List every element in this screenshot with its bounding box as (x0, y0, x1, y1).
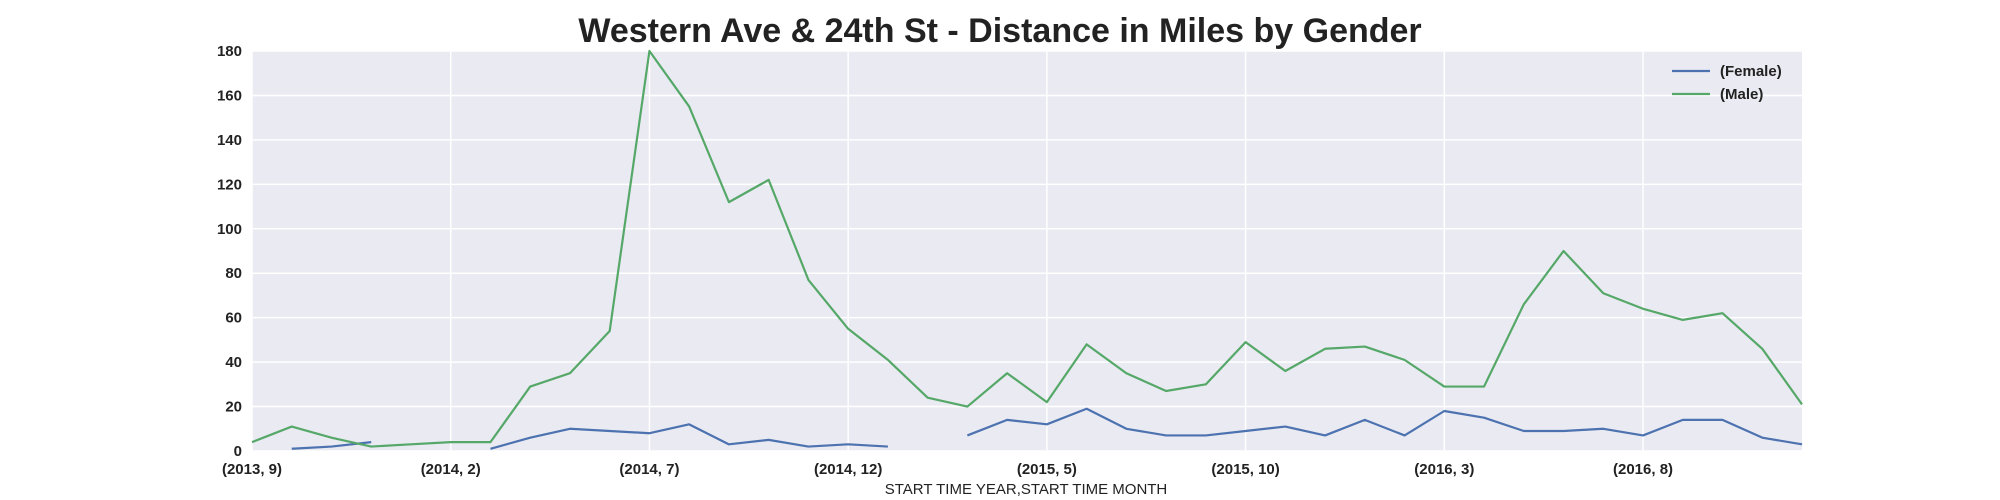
x-tick-label: (2016, 8) (1613, 461, 1673, 478)
x-tick-label: (2014, 7) (619, 461, 679, 478)
legend-label-male: (Male) (1720, 86, 1763, 103)
y-tick-label: 140 (217, 132, 242, 149)
x-tick-label: (2013, 9) (222, 461, 282, 478)
y-tick-label: 40 (225, 354, 242, 371)
x-tick-label: (2015, 5) (1017, 461, 1077, 478)
x-tick-label: (2016, 3) (1414, 461, 1474, 478)
grid (251, 50, 1802, 452)
x-axis-label: START TIME YEAR,START TIME MONTH (885, 481, 1168, 498)
series-lines (251, 49, 1803, 450)
x-axis-ticks: (2013, 9) (2014, 2) (2014, 7) (2014, 12) (20… (222, 461, 1673, 478)
chart-title: Western Ave & 24th St - Distance in Mile… (578, 12, 1421, 50)
y-tick-label: 120 (217, 176, 242, 193)
x-tick-label: (2015, 10) (1211, 461, 1279, 478)
y-tick-label: 20 (225, 399, 242, 416)
y-tick-label: 0 (234, 443, 242, 460)
series-line-1 (251, 49, 1803, 448)
legend: (Female) (Male) (1672, 63, 1782, 103)
x-tick-label: (2014, 12) (814, 461, 882, 478)
legend-label-female: (Female) (1720, 63, 1782, 80)
y-tick-label: 180 (217, 43, 242, 60)
y-tick-label: 160 (217, 87, 242, 104)
y-axis-ticks: 0 20 40 60 80 100 120 140 160 180 (217, 43, 242, 460)
x-tick-label: (2014, 2) (421, 461, 481, 478)
y-tick-label: 100 (217, 221, 242, 238)
y-tick-label: 60 (225, 310, 242, 327)
plot-area (252, 51, 1802, 451)
y-tick-label: 80 (225, 265, 242, 282)
